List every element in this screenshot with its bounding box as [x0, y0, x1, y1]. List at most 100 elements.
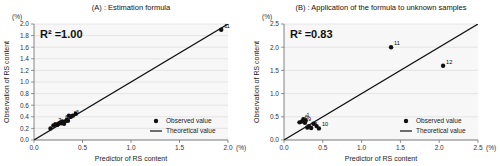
tick-mark [281, 24, 284, 25]
tick-mark [31, 35, 34, 36]
tick-label: 1.5 [270, 67, 279, 74]
tick-mark [31, 70, 34, 71]
grid-line [284, 47, 478, 48]
grid-line [284, 93, 478, 94]
tick-mark [31, 82, 34, 83]
scatter-point [309, 126, 313, 130]
tick-label: 0.5 [78, 144, 87, 151]
point-label: 10 [322, 121, 328, 127]
title: (A) : Estimation formula [92, 3, 171, 12]
tick-mark [131, 140, 132, 143]
legend-swatch [150, 130, 162, 131]
tick-label: 1.6 [20, 44, 29, 51]
tick-label: 2.0 [223, 144, 232, 151]
grid-line [34, 105, 228, 106]
grid-line [34, 93, 228, 94]
tick-mark [82, 140, 83, 143]
tick-label: 1.0 [126, 144, 135, 151]
title: (B) : Application of the formula to unkn… [296, 3, 467, 12]
point-label: 12 [446, 59, 452, 65]
point-label: 9 [308, 116, 311, 122]
grid-line [284, 140, 478, 141]
tick-mark [284, 140, 285, 143]
legend-swatch [154, 119, 158, 123]
tick-mark [281, 70, 284, 71]
panel: 0.00.20.40.60.81.01.21.41.61.82.00.00.51… [3, 3, 246, 162]
unit-label: (%) [262, 13, 272, 21]
tick-label: 0.5 [270, 113, 279, 120]
tick-label: 0.0 [279, 144, 288, 151]
tick-mark [228, 140, 229, 143]
y-axis [34, 24, 35, 140]
tick-label: 0.6 [20, 102, 29, 109]
tick-mark [281, 116, 284, 117]
legend: Observed value Theoretical value [150, 117, 216, 134]
panel: 0.0 0.5 1.0 1.5 2.0 2.5 0.0 0.5 1.0 1.5 2.0 2.5 (B) … [253, 3, 496, 162]
tick-label: 2.5 [270, 20, 279, 27]
tick-mark [179, 140, 180, 143]
legend-label: Observed value [166, 117, 212, 124]
grid-line [34, 140, 228, 141]
grid-line [34, 24, 228, 25]
tick-mark [439, 140, 440, 143]
r2-label: R² =0.83 [290, 28, 333, 40]
x-axis-label: Predictor of RS content [345, 155, 417, 162]
tick-label: 1.2 [20, 67, 29, 74]
tick-label: 0.0 [270, 136, 279, 143]
unit-label: (%) [12, 13, 22, 21]
tick-label: 0.0 [20, 136, 29, 143]
r2-label: R² =1.00 [40, 28, 83, 40]
x-axis-label: Predictor of RS content [95, 155, 167, 162]
tick-label: 2.0 [435, 144, 444, 151]
tick-label: 1.8 [20, 32, 29, 39]
tick-label: 1.5 [396, 144, 405, 151]
tick-mark [31, 93, 34, 94]
y-axis [284, 24, 285, 140]
tick-label: 2.0 [270, 44, 279, 51]
point-label: 3 [76, 109, 79, 115]
legend-label: Theoretical value [166, 127, 216, 134]
tick-label: 2.5 [473, 144, 482, 151]
tick-label: 0.2 [20, 125, 29, 132]
tick-mark [31, 116, 34, 117]
tick-mark [31, 24, 34, 25]
tick-mark [281, 93, 284, 94]
scatter-point [317, 126, 321, 130]
plot-area [34, 24, 228, 140]
point-label: 6 [65, 114, 68, 120]
tick-mark [478, 140, 479, 143]
tick-label: 2.0 [20, 20, 29, 27]
tick-label: 0.4 [20, 113, 29, 120]
tick-mark [281, 47, 284, 48]
tick-label: 1.5 [175, 144, 184, 151]
y-axis-label: Observation of RS content [3, 41, 10, 123]
point-label: 7 [58, 117, 61, 123]
legend: Observed valueTheoretical value [400, 117, 466, 134]
scatter-point [441, 64, 445, 68]
theoretical-line [284, 24, 478, 140]
tick-mark [400, 140, 401, 143]
tick-label: 1.0 [357, 144, 366, 151]
tick-mark [31, 140, 34, 141]
x-axis [34, 140, 228, 141]
grid-line [34, 47, 228, 48]
figure: 0.00.20.40.60.81.01.21.41.61.82.00.00.51… [0, 0, 500, 166]
tick-mark [31, 58, 34, 59]
legend-swatch [400, 130, 412, 131]
point-label: 11 [394, 40, 400, 46]
data-marks [34, 24, 228, 140]
grid-line [34, 58, 228, 59]
point-label: 11 [224, 23, 230, 29]
tick-mark [322, 140, 323, 143]
grid-line [34, 70, 228, 71]
theoretical-line [34, 24, 228, 140]
point-label: 8 [314, 121, 317, 127]
tick-mark [361, 140, 362, 143]
grid-line [284, 24, 478, 25]
tick-label: 1.0 [270, 90, 279, 97]
grid-line [284, 70, 478, 71]
tick-label: 0.5 [318, 144, 327, 151]
tick-label: 0.0 [29, 144, 38, 151]
tick-label: 1.4 [20, 55, 29, 62]
legend-swatch [404, 119, 408, 123]
